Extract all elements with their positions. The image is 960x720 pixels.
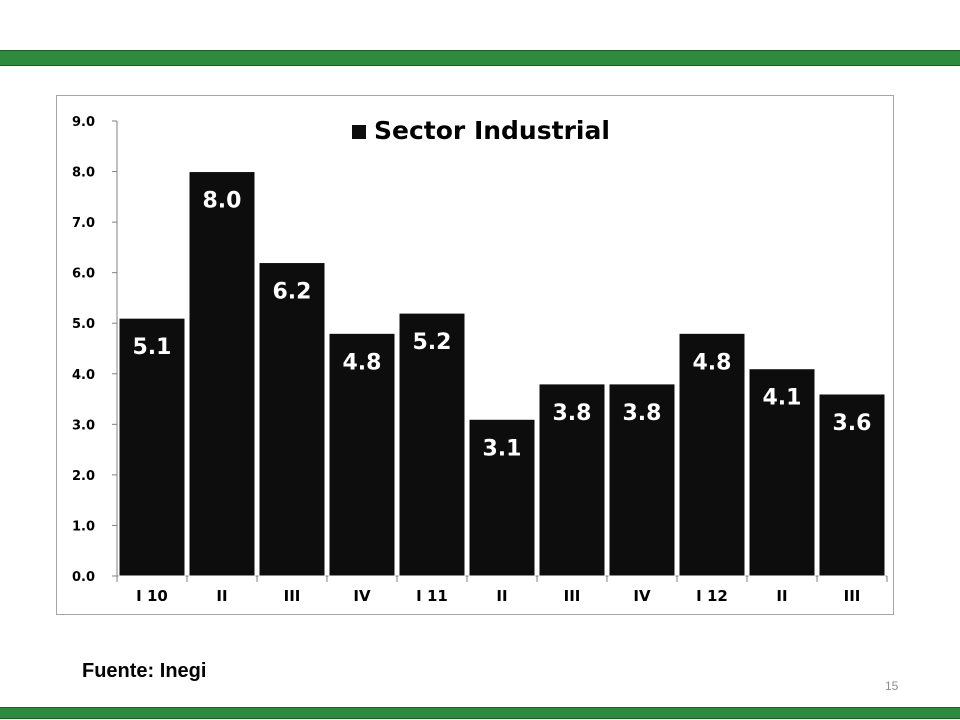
bar bbox=[398, 312, 466, 577]
y-tick-label: 0.0 bbox=[72, 570, 95, 585]
bar-data-label: 4.1 bbox=[763, 386, 802, 411]
y-tick-label: 4.0 bbox=[72, 368, 95, 383]
y-tick-label: 2.0 bbox=[72, 469, 95, 484]
x-category-label: III bbox=[284, 587, 301, 605]
legend-swatch bbox=[352, 125, 366, 139]
top-green-band bbox=[0, 50, 960, 66]
bar bbox=[188, 171, 256, 577]
y-tick-label: 9.0 bbox=[72, 115, 95, 130]
bar bbox=[748, 368, 816, 577]
chart-frame: 0.0 1.0 2.0 3.0 4.0 5.0 6.0 7.0 8.0 9.0 5.1 I 10 8.0… bbox=[56, 95, 894, 615]
bar-data-label: 8.0 bbox=[203, 189, 242, 214]
bar-data-label: 3.6 bbox=[833, 411, 872, 436]
y-tick-label: 3.0 bbox=[72, 418, 95, 433]
page-number: 15 bbox=[885, 679, 899, 693]
bar-data-label: 5.2 bbox=[413, 330, 452, 355]
legend-label: Sector Industrial bbox=[374, 116, 610, 145]
bar bbox=[118, 317, 186, 577]
bar bbox=[608, 383, 676, 577]
y-tick-label: 6.0 bbox=[72, 267, 95, 282]
y-tick-label: 8.0 bbox=[72, 166, 95, 181]
x-category-label: I 11 bbox=[416, 587, 448, 605]
bar bbox=[258, 262, 326, 577]
x-category-label: I 10 bbox=[136, 587, 168, 605]
bar-data-label: 4.8 bbox=[343, 350, 382, 375]
bar bbox=[678, 332, 746, 577]
x-category-label: II bbox=[496, 587, 507, 605]
x-category-label: I 12 bbox=[696, 587, 728, 605]
bar-data-label: 5.1 bbox=[133, 335, 172, 360]
bar bbox=[328, 332, 396, 577]
source-note: Fuente: Inegi bbox=[82, 660, 207, 682]
bar-data-label: 3.8 bbox=[553, 401, 592, 426]
bar-chart: 0.0 1.0 2.0 3.0 4.0 5.0 6.0 7.0 8.0 9.0 5.1 I 10 8.0… bbox=[72, 115, 888, 605]
bar bbox=[468, 418, 536, 577]
y-tick-label: 1.0 bbox=[72, 519, 95, 534]
bottom-green-band bbox=[0, 707, 960, 719]
x-category-label: III bbox=[844, 587, 861, 605]
x-category-label: II bbox=[776, 587, 787, 605]
y-tick-label: 5.0 bbox=[72, 317, 95, 332]
bar-data-label: 4.8 bbox=[693, 350, 732, 375]
bar bbox=[538, 383, 606, 577]
bar-data-label: 3.1 bbox=[483, 436, 522, 461]
x-category-label: III bbox=[564, 587, 581, 605]
bar-data-label: 3.8 bbox=[623, 401, 662, 426]
y-tick-label: 7.0 bbox=[72, 216, 95, 231]
x-category-label: IV bbox=[633, 587, 651, 605]
x-category-label: IV bbox=[353, 587, 371, 605]
x-category-label: II bbox=[216, 587, 227, 605]
bar-data-label: 6.2 bbox=[273, 280, 312, 305]
bar bbox=[818, 393, 886, 577]
